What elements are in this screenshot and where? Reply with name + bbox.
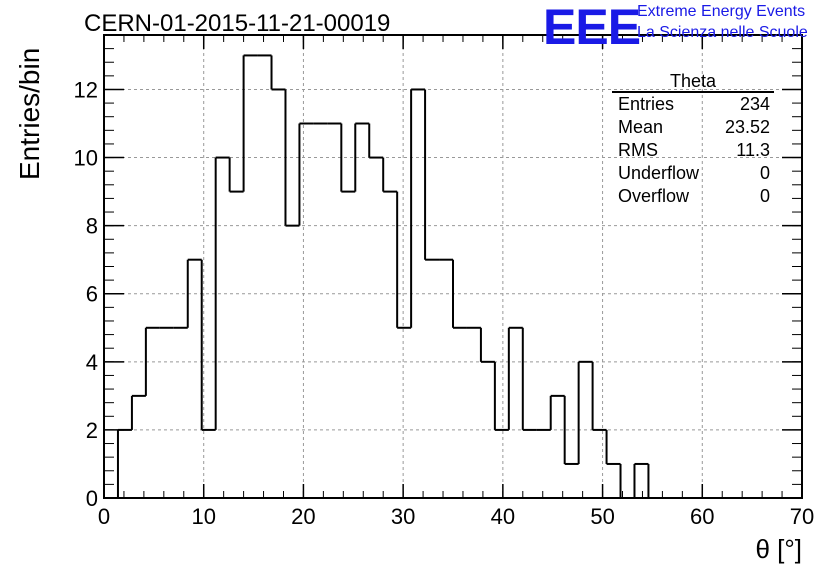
x-tick-label: 30: [391, 504, 415, 529]
histogram-bins: [104, 54, 663, 499]
stats-label: Overflow: [618, 186, 690, 206]
x-tick-label: 50: [590, 504, 614, 529]
y-tick-label: 12: [74, 77, 98, 102]
x-tick-label: 70: [790, 504, 814, 529]
stats-row-mean: Mean 23.52: [612, 116, 774, 139]
stats-label: Underflow: [618, 163, 700, 183]
stats-box: Theta Entries 234 Mean 23.52 RMS 11.3 Un…: [612, 71, 774, 208]
grid-lines: [104, 35, 802, 498]
stats-label: Entries: [618, 94, 675, 114]
stats-row-underflow: Underflow 0: [612, 162, 774, 185]
y-tick-label: 4: [86, 350, 98, 375]
eee-logo: EEE: [543, 0, 641, 55]
y-tick-label: 6: [86, 282, 98, 307]
x-axis-label: θ [°]: [755, 534, 802, 564]
logo-line2: La Scienza nelle Scuole: [637, 24, 808, 41]
tick-labels: 0 10 20 30 40 50 60 70 0 2 4 6 8 10 12: [74, 77, 815, 529]
y-tick-label: 10: [74, 146, 98, 171]
y-tick-label: 8: [86, 214, 98, 239]
stats-label: RMS: [618, 140, 658, 160]
x-tick-label: 40: [491, 504, 515, 529]
logo-line1: Extreme Energy Events: [637, 3, 806, 20]
stats-value: 0: [759, 163, 770, 183]
x-tick-label: 60: [690, 504, 714, 529]
stats-value: 0: [759, 186, 770, 206]
y-tick-label: 2: [86, 418, 98, 443]
x-tick-label: 20: [291, 504, 315, 529]
stats-title: Theta: [612, 71, 774, 93]
x-tick-label: 0: [98, 504, 110, 529]
stats-row-entries: Entries 234: [612, 93, 774, 116]
stats-value: 234: [739, 94, 770, 114]
axis-ticks: [103, 34, 803, 499]
y-axis-label: Entries/bin: [14, 47, 45, 180]
stats-value: 23.52: [724, 117, 770, 137]
stats-value: 11.3: [736, 140, 770, 160]
y-tick-label: 0: [86, 486, 98, 511]
plot-title: CERN-01-2015-11-21-00019: [84, 10, 391, 37]
stats-row-overflow: Overflow 0: [612, 185, 774, 208]
stats-label: Mean: [618, 117, 664, 137]
x-tick-label: 10: [191, 504, 215, 529]
stats-row-rms: RMS 11.3: [612, 139, 774, 162]
y-axis-label-wrap: Entries/bin: [8, 48, 45, 210]
